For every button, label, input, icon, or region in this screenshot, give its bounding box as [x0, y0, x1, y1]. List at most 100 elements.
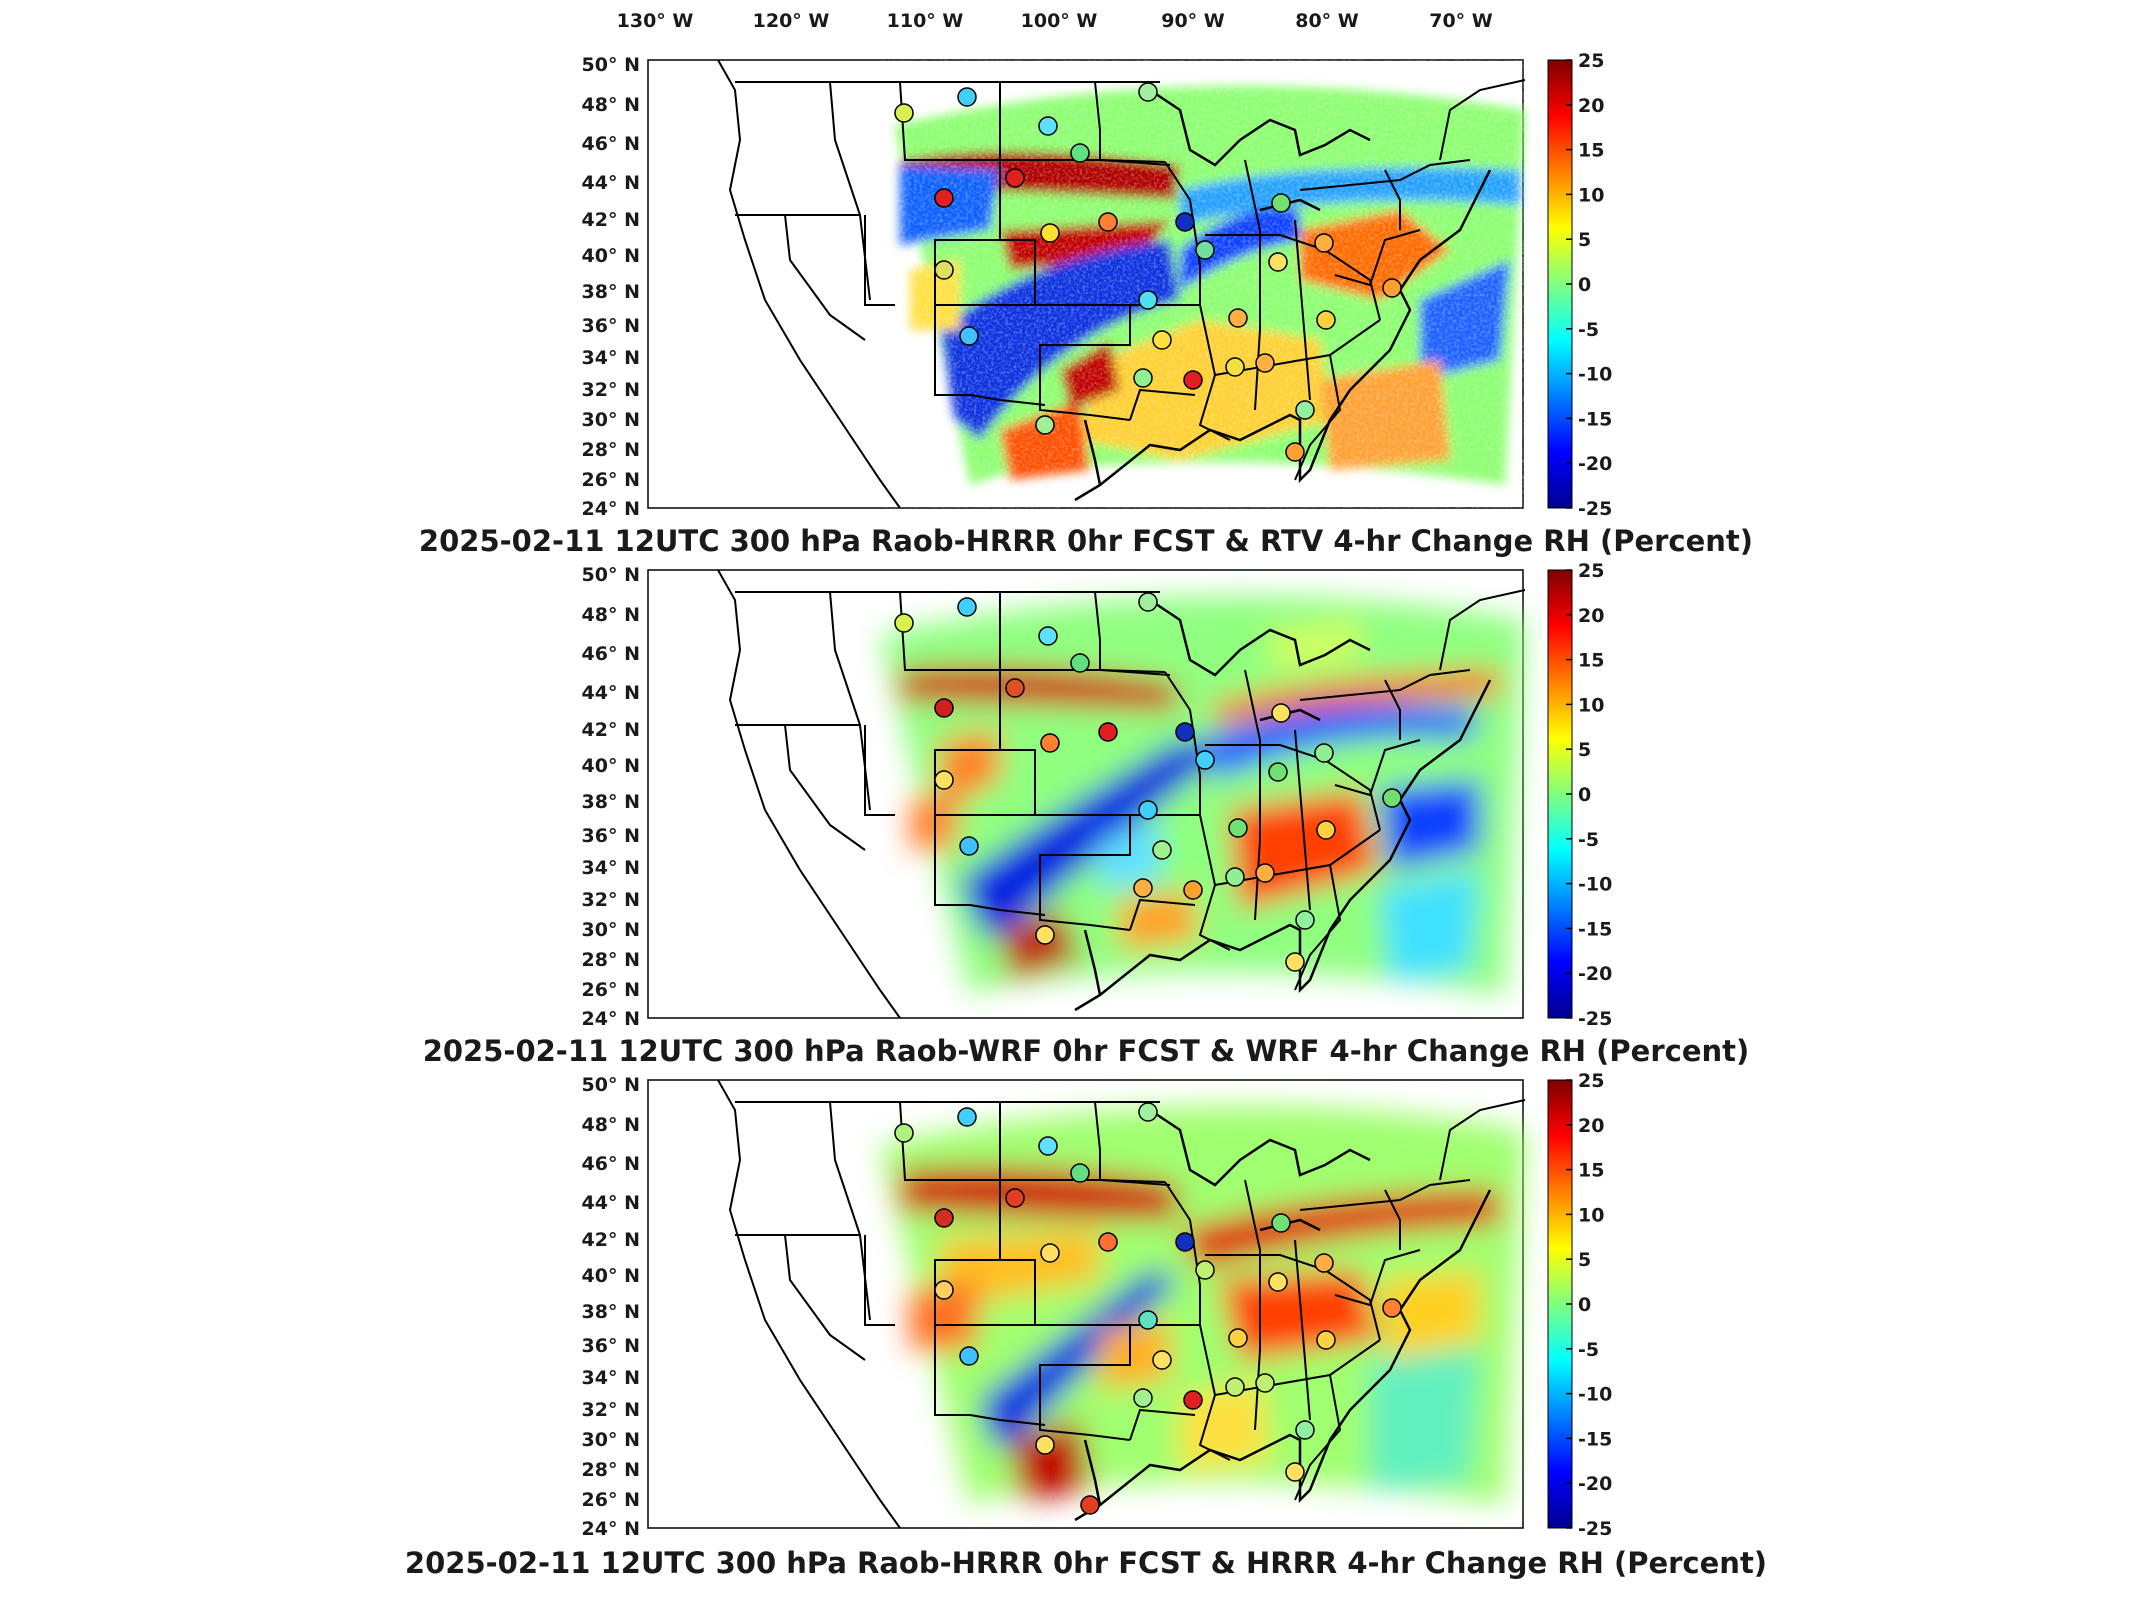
colorbar-tick-label: 0 — [1578, 274, 1591, 296]
colorbar-tick-label: 10 — [1578, 184, 1604, 206]
raob-marker — [1138, 1310, 1158, 1330]
colorbar-tick-label: -5 — [1578, 319, 1599, 341]
colorbar-tick-label: -5 — [1578, 1339, 1599, 1361]
rh-change-field — [880, 1105, 1525, 1505]
raob-marker — [1040, 733, 1060, 753]
lat-tick-label: 32° N — [582, 889, 640, 911]
raob-marker — [959, 326, 979, 346]
lat-tick-label: 26° N — [582, 469, 640, 491]
lat-tick-label: 48° N — [582, 1114, 640, 1136]
lon-tick-110w: 110° W — [887, 10, 964, 32]
raob-marker — [1005, 168, 1025, 188]
raob-marker — [1152, 330, 1172, 350]
colorbar-tick-label: 20 — [1578, 605, 1604, 627]
colorbar-tick-label: -25 — [1578, 1008, 1612, 1030]
raob-marker — [1040, 1243, 1060, 1263]
lat-tick-label: 36° N — [582, 1335, 640, 1357]
raob-marker — [1382, 1298, 1402, 1318]
lon-tick-130w: 130° W — [617, 10, 694, 32]
lat-tick-label: 50° N — [582, 564, 640, 586]
lat-tick-label: 36° N — [582, 315, 640, 337]
colorbar-tick-label: -5 — [1578, 829, 1599, 851]
colorbar-tick-label: -10 — [1578, 1384, 1612, 1406]
raob-marker — [934, 1280, 954, 1300]
lat-tick-label: 28° N — [582, 949, 640, 971]
colorbar-tick-label: 0 — [1578, 784, 1591, 806]
colorbar-tick-label: 15 — [1578, 140, 1604, 162]
latitude-tick-labels: 50° N 48° N 46° N 44° N 42° N 40° N 38° N 36° N… — [582, 54, 640, 1540]
colorbar-tick-label: 5 — [1578, 1249, 1591, 1271]
raob-marker — [1195, 240, 1215, 260]
colorbars: 25 20 15 10 5 0 -5 -10 -15 -20 -25 25 20 15 10 5 0 -5 -10 -… — [1547, 50, 1612, 1540]
lon-tick-90w: 90° W — [1161, 10, 1225, 32]
colorbar-tick-label: 10 — [1578, 694, 1604, 716]
lat-tick-label: 40° N — [582, 1265, 640, 1287]
raob-marker — [1138, 1102, 1158, 1122]
raob-marker — [1133, 878, 1153, 898]
raob-marker — [1080, 1495, 1100, 1515]
raob-marker — [1225, 1377, 1245, 1397]
raob-marker — [1175, 212, 1195, 232]
lat-tick-label: 46° N — [582, 133, 640, 155]
lat-tick-label: 34° N — [582, 1367, 640, 1389]
raob-marker — [894, 103, 914, 123]
lat-tick-label: 36° N — [582, 825, 640, 847]
lat-tick-label: 24° N — [582, 1518, 640, 1540]
raob-marker — [1316, 310, 1336, 330]
lat-tick-label: 30° N — [582, 409, 640, 431]
raob-marker — [1314, 1253, 1334, 1273]
colorbar-tick-label: 25 — [1578, 560, 1604, 582]
lat-tick-label: 38° N — [582, 1301, 640, 1323]
colorbar-tick-label: 25 — [1578, 1070, 1604, 1092]
raob-marker — [959, 1346, 979, 1366]
lat-tick-label: 42° N — [582, 1229, 640, 1251]
panel-title: 2025-02-11 12UTC 300 hPa Raob-HRRR 0hr F… — [405, 1546, 1767, 1580]
raob-marker — [1285, 1462, 1305, 1482]
raob-marker — [1382, 278, 1402, 298]
raob-marker — [1228, 1328, 1248, 1348]
colorbar-tick-label: 15 — [1578, 1160, 1604, 1182]
raob-marker — [1038, 1136, 1058, 1156]
lat-tick-label: 32° N — [582, 379, 640, 401]
raob-marker — [1152, 840, 1172, 860]
raob-marker — [1133, 368, 1153, 388]
raob-marker — [1183, 1390, 1203, 1410]
raob-marker — [1070, 653, 1090, 673]
lat-tick-label: 34° N — [582, 347, 640, 369]
longitude-tick-labels: 130° W 120° W 110° W 100° W 90° W 80° W … — [617, 10, 1493, 32]
colorbar-tick-label: -20 — [1578, 453, 1612, 475]
lat-tick-label: 44° N — [582, 1192, 640, 1214]
raob-marker — [1225, 867, 1245, 887]
colorbar-tick-label: 5 — [1578, 739, 1591, 761]
raob-markers — [894, 82, 1402, 462]
raob-marker — [934, 1208, 954, 1228]
raob-marker — [1285, 442, 1305, 462]
lat-tick-label: 46° N — [582, 643, 640, 665]
lat-tick-label: 24° N — [582, 1008, 640, 1030]
colorbar-tick-label: -20 — [1578, 963, 1612, 985]
lat-tick-label: 40° N — [582, 245, 640, 267]
raob-marker — [1295, 1420, 1315, 1440]
raob-marker — [934, 188, 954, 208]
raob-marker — [1070, 143, 1090, 163]
lat-tick-label: 40° N — [582, 755, 640, 777]
raob-marker — [957, 597, 977, 617]
raob-marker — [894, 613, 914, 633]
raob-marker — [1175, 1232, 1195, 1252]
lon-tick-100w: 100° W — [1021, 10, 1098, 32]
raob-marker — [1295, 400, 1315, 420]
lat-tick-label: 28° N — [582, 439, 640, 461]
raob-marker — [1040, 223, 1060, 243]
lat-tick-label: 50° N — [582, 54, 640, 76]
lon-tick-70w: 70° W — [1429, 10, 1493, 32]
raob-marker — [1035, 925, 1055, 945]
lat-tick-label: 30° N — [582, 1429, 640, 1451]
lat-tick-label: 48° N — [582, 604, 640, 626]
colorbar-tick-label: 20 — [1578, 95, 1604, 117]
raob-marker — [1225, 357, 1245, 377]
lat-tick-label: 24° N — [582, 498, 640, 520]
raob-marker — [1255, 353, 1275, 373]
raob-marker — [1005, 1188, 1025, 1208]
panel-title: 2025-02-11 12UTC 300 hPa Raob-HRRR 0hr F… — [419, 524, 1753, 558]
raob-marker — [1295, 910, 1315, 930]
